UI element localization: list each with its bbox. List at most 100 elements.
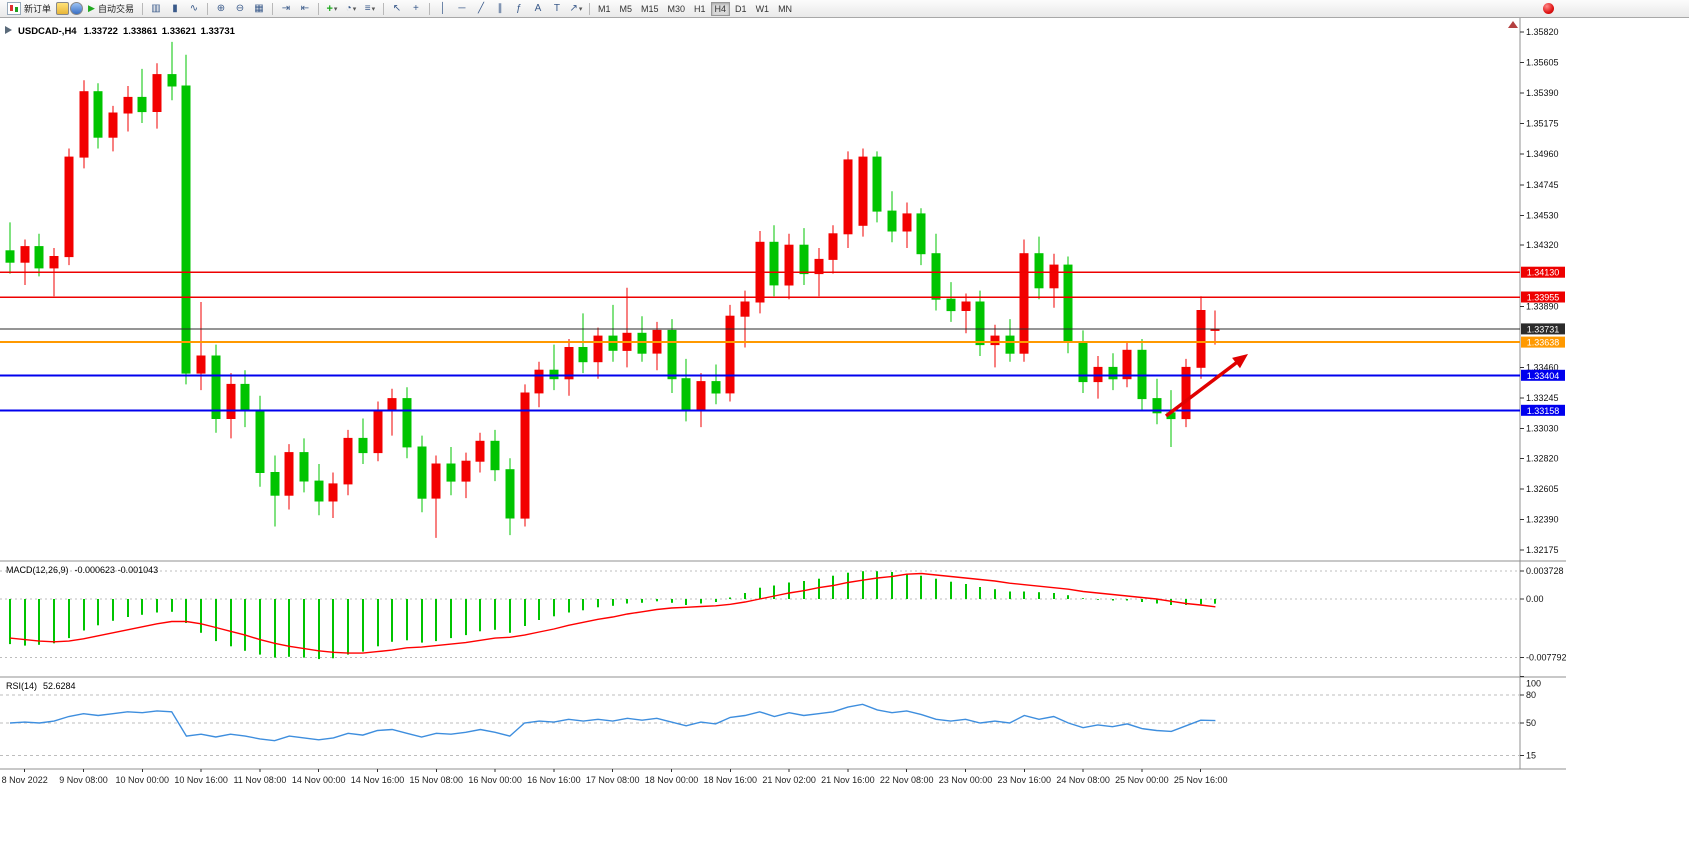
notification-icon[interactable] [1543, 3, 1554, 14]
svg-text:0.00: 0.00 [1526, 594, 1544, 604]
timeframe-h4[interactable]: H4 [710, 1, 731, 16]
svg-text:23 Nov 16:00: 23 Nov 16:00 [998, 775, 1052, 785]
toolbar-separator [428, 2, 430, 15]
svg-text:18 Nov 00:00: 18 Nov 00:00 [645, 775, 699, 785]
chart-shift-marker[interactable] [1508, 21, 1518, 28]
indicators-icon[interactable]: + ▾ [323, 1, 341, 16]
bar-chart-icon[interactable]: ▥ [147, 1, 165, 16]
line-chart-icon[interactable]: ∿ [185, 1, 203, 16]
panel-dividers [0, 18, 1566, 770]
svg-text:1.33404: 1.33404 [1527, 371, 1560, 381]
timeframe-d1[interactable]: D1 [731, 2, 751, 16]
svg-text:1.32175: 1.32175 [1526, 545, 1559, 555]
vertical-line-icon[interactable]: │ [434, 1, 452, 16]
svg-text:15 Nov 08:00: 15 Nov 08:00 [410, 775, 464, 785]
new-order-icon [7, 2, 21, 15]
text-label-icon[interactable]: T [548, 1, 566, 16]
periods-icon[interactable]: ◔ ▾ [342, 1, 360, 16]
profiles-icon[interactable] [56, 2, 70, 15]
toolbar-separator [382, 2, 384, 15]
templates-icon[interactable]: ≡ ▾ [361, 1, 379, 16]
svg-text:1.33890: 1.33890 [1526, 301, 1559, 311]
svg-text:1.34320: 1.34320 [1526, 240, 1559, 250]
chart-title: USDCAD-,H4 1.33722 1.33861 1.33621 1.33731 [18, 26, 236, 37]
svg-text:-0.007792: -0.007792 [1526, 653, 1566, 663]
svg-text:24 Nov 08:00: 24 Nov 08:00 [1056, 775, 1110, 785]
svg-text:10 Nov 00:00: 10 Nov 00:00 [116, 775, 170, 785]
svg-text:100: 100 [1526, 678, 1541, 688]
timeframe-m15[interactable]: M15 [637, 2, 663, 16]
svg-text:1.33460: 1.33460 [1526, 362, 1559, 372]
svg-text:1.34530: 1.34530 [1526, 210, 1559, 220]
list-glyph: ≡ [364, 3, 371, 14]
svg-text:15: 15 [1526, 751, 1536, 761]
svg-text:1.34130: 1.34130 [1527, 268, 1560, 278]
svg-text:25 Nov 16:00: 25 Nov 16:00 [1174, 775, 1228, 785]
svg-text:1.33955: 1.33955 [1527, 293, 1560, 303]
svg-text:8 Nov 2022: 8 Nov 2022 [2, 775, 48, 785]
timeframe-w1[interactable]: W1 [752, 2, 774, 16]
toolbar-separator [141, 2, 143, 15]
svg-text:80: 80 [1526, 690, 1536, 700]
svg-text:1.34745: 1.34745 [1526, 180, 1559, 190]
tile-windows-icon[interactable]: ▦ [250, 1, 268, 16]
zoom-in-icon[interactable]: ⊕ [212, 1, 230, 16]
autotrading-label: 自动交易 [97, 4, 134, 14]
fibonacci-icon[interactable]: ƒ [510, 1, 528, 16]
svg-text:1.33030: 1.33030 [1526, 423, 1559, 433]
svg-text:1.35175: 1.35175 [1526, 119, 1559, 129]
arrow-glyph: ↗ [569, 3, 578, 14]
svg-text:50: 50 [1526, 718, 1536, 728]
candlestick-chart-icon[interactable]: ▮ [166, 1, 184, 16]
svg-text:11 Nov 08:00: 11 Nov 08:00 [233, 775, 286, 785]
svg-text:0.003728: 0.003728 [1526, 566, 1564, 576]
toolbar-separator [588, 2, 590, 15]
svg-text:23 Nov 00:00: 23 Nov 00:00 [939, 775, 993, 785]
new-order-button[interactable]: 新订单 [3, 1, 55, 16]
trendline-icon[interactable]: ╱ [472, 1, 490, 16]
autotrading-button[interactable]: ▶ 自动交易 [84, 1, 138, 16]
timeframe-h1[interactable]: H1 [690, 2, 710, 16]
timeframe-m30[interactable]: M30 [664, 2, 690, 16]
caret-icon: ▾ [352, 5, 357, 13]
trend-arrow-annotation[interactable] [1164, 354, 1248, 418]
window-footer [0, 793, 1689, 856]
svg-text:1.33731: 1.33731 [1527, 324, 1560, 334]
horizontal-line-objects[interactable]: 1.34130 1.33955 1.33731 1.33638 1.33404 1.331… [0, 266, 1565, 416]
svg-text:14 Nov 16:00: 14 Nov 16:00 [351, 775, 405, 785]
svg-text:1.32390: 1.32390 [1526, 514, 1559, 524]
market-watch-icon[interactable] [70, 2, 84, 15]
svg-text:21 Nov 16:00: 21 Nov 16:00 [821, 775, 875, 785]
rsi-line [9, 703, 1216, 742]
channel-icon[interactable]: ∥ [491, 1, 509, 16]
timeframe-m1[interactable]: M1 [594, 2, 615, 16]
one-click-trading-toggle[interactable] [5, 26, 12, 34]
svg-text:22 Nov 08:00: 22 Nov 08:00 [880, 775, 934, 785]
toolbar-separator [271, 2, 273, 15]
svg-text:18 Nov 16:00: 18 Nov 16:00 [704, 775, 758, 785]
horizontal-line-icon[interactable]: ─ [453, 1, 471, 16]
time-axis[interactable] [0, 769, 1566, 793]
auto-scroll-icon[interactable]: ⇥ [277, 1, 295, 16]
chart-canvas[interactable]: 1.35820 1.35605 1.35390 1.35175 1.34960 1.347… [0, 18, 1566, 793]
svg-text:9 Nov 08:00: 9 Nov 08:00 [59, 775, 108, 785]
new-order-label: 新订单 [24, 4, 52, 14]
svg-text:10 Nov 16:00: 10 Nov 16:00 [174, 775, 228, 785]
zoom-out-icon[interactable]: ⊖ [231, 1, 249, 16]
rsi-scale: 100 80 50 15 [0, 675, 1541, 761]
chart-shift-icon[interactable]: ⇤ [296, 1, 314, 16]
svg-text:1.35390: 1.35390 [1526, 88, 1559, 98]
svg-text:1.32820: 1.32820 [1526, 453, 1559, 463]
arrows-icon[interactable]: ↗ ▾ [567, 1, 585, 16]
text-icon[interactable]: A [529, 1, 547, 16]
cursor-icon[interactable]: ↖ [388, 1, 406, 16]
crosshair-icon[interactable]: + [407, 1, 425, 16]
macd-label: MACD(12,26,9) -0.000623 -0.001043 [6, 565, 158, 575]
clock-glyph: ◔ [345, 3, 352, 14]
price-axis[interactable] [1520, 18, 1566, 769]
macd-signal-line [9, 572, 1216, 654]
price-scale: 1.35820 1.35605 1.35390 1.35175 1.34960 1.347… [1520, 27, 1559, 555]
timeframe-mn[interactable]: MN [774, 2, 796, 16]
macd-histogram [9, 571, 1216, 660]
timeframe-m5[interactable]: M5 [615, 2, 636, 16]
